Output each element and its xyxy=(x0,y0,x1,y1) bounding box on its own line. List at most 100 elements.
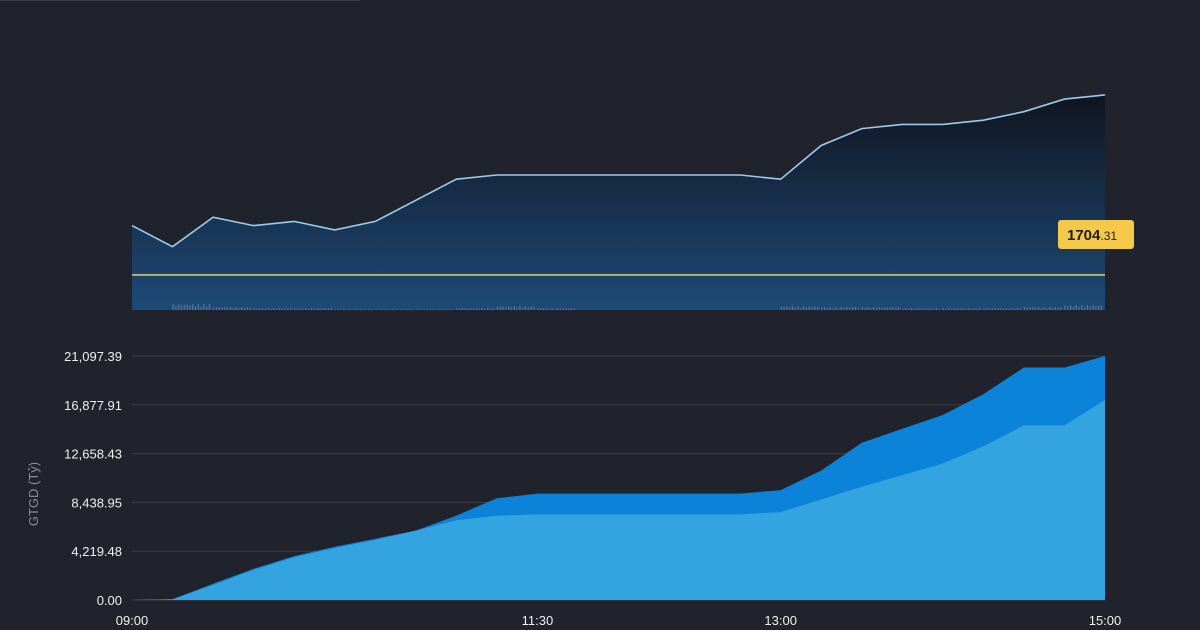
volume-bar xyxy=(334,309,336,310)
volume-bar xyxy=(229,307,232,310)
volume-bar xyxy=(838,308,840,310)
volume-bar xyxy=(337,309,339,310)
volume-bar xyxy=(421,309,423,310)
volume-bar xyxy=(979,308,981,310)
volume-bar xyxy=(297,308,299,310)
price-area xyxy=(132,94,1105,311)
y-tick-label: 0.00 xyxy=(97,593,122,608)
volume-bar xyxy=(551,308,553,310)
volume-bar xyxy=(887,307,889,310)
volume-bar xyxy=(505,306,507,310)
volume-bar xyxy=(290,308,292,310)
volume-bar xyxy=(489,308,492,310)
volume-bar xyxy=(467,308,469,310)
volume-bar xyxy=(186,304,188,310)
volume-bar xyxy=(913,308,915,310)
volume-bar xyxy=(192,304,194,310)
volume-bar xyxy=(383,309,385,310)
volume-bar xyxy=(1043,307,1045,310)
y-tick-label: 21,097.39 xyxy=(64,349,122,364)
volume-bar xyxy=(983,308,985,310)
volume-bar xyxy=(496,306,499,310)
volume-bar xyxy=(938,308,940,310)
volume-bar xyxy=(1089,306,1091,310)
volume-bar xyxy=(194,306,197,310)
volume-bar xyxy=(873,307,875,310)
volume-bar xyxy=(438,309,440,310)
volume-bar xyxy=(238,308,240,310)
volume-bar xyxy=(846,307,848,310)
volume-bar xyxy=(921,308,924,310)
volume-bar xyxy=(178,304,180,310)
x-tick-label: 15:00 xyxy=(1089,613,1122,628)
volume-bar xyxy=(435,309,437,310)
y-tick-label: 8,438.95 xyxy=(71,495,122,510)
volume-bar xyxy=(840,307,842,310)
volume-bar xyxy=(530,306,532,310)
volume-bar xyxy=(817,306,819,310)
volume-bar xyxy=(1095,306,1097,310)
volume-bar xyxy=(327,308,329,310)
volume-bar xyxy=(319,308,321,310)
volume-bar xyxy=(478,308,480,310)
volume-bar xyxy=(281,308,283,310)
volume-bar xyxy=(484,308,486,310)
volume-bar xyxy=(443,309,445,310)
volume-bar xyxy=(354,309,356,310)
volume-bar xyxy=(805,307,808,310)
volume-bar xyxy=(881,307,883,310)
volume-bar xyxy=(175,305,177,310)
volume-bar xyxy=(1051,308,1054,310)
volume-bar xyxy=(1084,307,1086,310)
volume-bar xyxy=(259,308,261,310)
volume-bar xyxy=(989,308,991,310)
volume-bar xyxy=(1098,305,1100,310)
volume-bar xyxy=(262,308,264,310)
volume-bar xyxy=(203,304,205,310)
volume-bar xyxy=(794,307,796,310)
volume-bar xyxy=(945,308,947,310)
volume-bar xyxy=(487,308,489,310)
volume-bar xyxy=(418,309,420,310)
volume-bar xyxy=(449,309,451,310)
volume-bar xyxy=(371,309,373,310)
volume-bar xyxy=(849,307,851,310)
volume-bar xyxy=(543,308,545,310)
volume-bar xyxy=(1037,307,1040,310)
volume-bar xyxy=(884,307,886,310)
volume-bar xyxy=(513,306,515,310)
volume-bar xyxy=(1014,308,1016,310)
volume-bar xyxy=(854,307,856,310)
volume-bar xyxy=(1046,308,1048,310)
volume-bar xyxy=(1017,308,1019,310)
volume-bar xyxy=(835,307,837,310)
volume-bar xyxy=(1067,305,1069,310)
volume-bar xyxy=(235,307,237,310)
volume-bar xyxy=(470,308,472,310)
volume-bar xyxy=(948,308,950,310)
volume-bar xyxy=(540,308,542,310)
volume-bar xyxy=(1000,308,1002,310)
volume-bar xyxy=(197,304,199,310)
volume-bar xyxy=(852,307,854,310)
volume-bar xyxy=(970,308,972,310)
volume-bar xyxy=(803,306,805,310)
price-line xyxy=(131,94,1106,248)
volume-bar xyxy=(397,309,399,310)
price-tag-integer: 1704 xyxy=(1067,227,1101,244)
volume-bar xyxy=(1003,308,1005,310)
volume-bar xyxy=(224,307,226,310)
volume-bar xyxy=(811,307,813,310)
volume-bar xyxy=(829,307,831,310)
volume-bar xyxy=(322,308,324,310)
price-tag-decimal: .31 xyxy=(1100,229,1117,243)
volume-bar xyxy=(429,309,431,310)
volume-bar xyxy=(492,308,494,310)
volume-bar xyxy=(325,308,327,310)
volume-bar xyxy=(1023,307,1026,310)
price-tag: 1704.31 xyxy=(1058,220,1134,249)
volume-bar xyxy=(808,306,810,310)
volume-bar xyxy=(895,307,897,310)
volume-bar xyxy=(907,308,910,310)
